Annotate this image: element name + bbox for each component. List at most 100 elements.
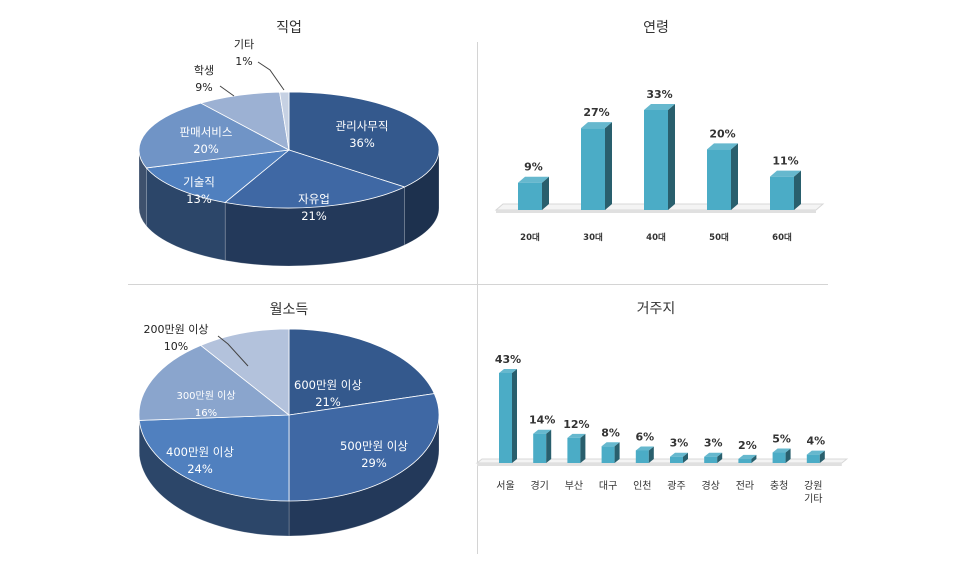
pie-slice <box>288 91 440 188</box>
bar <box>518 176 549 210</box>
slice-value-label: 24% <box>187 462 213 476</box>
pie-slice <box>145 149 291 203</box>
pie-slice <box>138 414 290 502</box>
bar-category-label: 서울 <box>496 480 514 492</box>
bar-side <box>580 433 586 463</box>
bar-chart-age: 연령 9% 20대 27% 30대 33% 40대 20% 50대 11% 60대 <box>494 20 825 243</box>
bar <box>806 450 825 463</box>
bar-top <box>738 454 757 459</box>
bar <box>635 446 654 463</box>
pie-slice <box>224 149 406 209</box>
bar-value-label: 11% <box>772 155 798 168</box>
chart-title-income: 월소득 <box>270 302 309 318</box>
slice-value-label: 1% <box>235 55 252 68</box>
bar-chart-residence: 거주지 43% 서울 14% 경기 12% 부산 8% 대구 6% 인천 3% 광주 3% 경상 2% 전라 5… <box>475 301 849 505</box>
bar-front <box>518 182 542 210</box>
bar-value-label: 3% <box>670 437 689 450</box>
bar-side <box>717 452 723 463</box>
bar-top <box>581 122 612 129</box>
bar-value-label: 5% <box>772 433 791 446</box>
bar <box>499 369 517 463</box>
bar-value-label: 9% <box>524 161 543 174</box>
bar-side <box>683 452 688 463</box>
bar <box>707 143 738 210</box>
slice-value-label: 9% <box>195 81 212 94</box>
bar-value-label: 33% <box>646 88 672 101</box>
bar-top <box>518 176 549 183</box>
slice-value-label: 21% <box>301 209 327 223</box>
bar-top <box>644 104 675 110</box>
chart-title-age: 연령 <box>643 20 669 36</box>
bar-value-label: 12% <box>563 418 589 431</box>
bar-category-label: 20대 <box>520 232 540 243</box>
bar-front <box>707 149 731 210</box>
slice-value-label: 21% <box>315 395 341 409</box>
slice-value-label: 20% <box>193 142 219 156</box>
bar-front <box>644 110 668 210</box>
chart-floor-edge <box>496 210 816 213</box>
slice-label: 기술직 <box>183 175 215 189</box>
bar <box>670 452 688 463</box>
chart-floor-edge <box>477 463 842 466</box>
slice-value-label: 16% <box>195 408 217 419</box>
bar-side <box>542 176 549 210</box>
chart-floor <box>475 458 849 464</box>
bar-front <box>738 458 752 463</box>
slice-label: 400만원 이상 <box>166 445 234 459</box>
bar-category-label: 경상 <box>701 479 719 492</box>
bar <box>581 122 612 210</box>
bar-front <box>567 437 581 463</box>
pie-slice <box>279 91 290 151</box>
bar-side <box>605 122 612 210</box>
slice-value-label: 13% <box>186 192 212 206</box>
bar-top <box>499 369 517 373</box>
slice-label: 500만원 이상 <box>340 439 408 453</box>
slice-label: 300만원 이상 <box>176 390 235 402</box>
slice-label: 600만원 이상 <box>294 378 362 392</box>
bar-side <box>794 170 801 210</box>
slice-value-label: 10% <box>164 340 188 353</box>
horizontal-divider <box>128 284 828 285</box>
bar-side <box>614 442 620 463</box>
bar-category-label: 전라 <box>736 480 754 492</box>
slice-label: 학생 <box>194 64 214 77</box>
bar-value-label: 6% <box>635 430 654 443</box>
bar-top <box>772 448 791 453</box>
pie-chart-income: 월소득 600만원 이상 21% 500만원 이상 29% 400만원 이상 24% 300… <box>138 302 440 537</box>
bar-front <box>635 450 649 463</box>
bar <box>704 452 723 463</box>
bar-side <box>648 446 654 463</box>
bar-front <box>806 454 820 463</box>
bar-top <box>533 429 552 434</box>
bar-side <box>512 369 517 463</box>
bar <box>772 448 791 463</box>
bar-front <box>770 176 794 210</box>
bar-front <box>533 433 547 463</box>
bar-category-label: 부산 <box>565 480 583 492</box>
bar-side <box>751 454 757 463</box>
slice-value-label: 36% <box>349 136 375 150</box>
bar-top <box>806 450 825 455</box>
bar-front <box>670 456 683 463</box>
bar-top <box>601 442 620 447</box>
leader-line <box>217 335 249 367</box>
bar <box>738 454 757 463</box>
vertical-divider <box>477 42 478 554</box>
bar-side <box>546 429 552 463</box>
bar-category-label: 60대 <box>772 232 792 243</box>
bar-category-label: 경기 <box>530 479 548 492</box>
bar-front <box>581 128 605 210</box>
bar-side <box>819 450 825 463</box>
slice-label: 200만원 이상 <box>144 323 209 336</box>
bar <box>567 433 586 463</box>
slice-label: 관리사무직 <box>336 119 389 133</box>
bar-value-label: 14% <box>529 414 555 427</box>
leader-line <box>219 85 235 97</box>
bar-front <box>772 452 786 463</box>
bar <box>533 429 552 463</box>
chart-title-occupation: 직업 <box>276 20 302 36</box>
bar-side <box>785 448 791 463</box>
bar-category-label: 40대 <box>646 232 666 243</box>
bar-side <box>668 104 675 210</box>
slice-value-label: 29% <box>361 456 387 470</box>
